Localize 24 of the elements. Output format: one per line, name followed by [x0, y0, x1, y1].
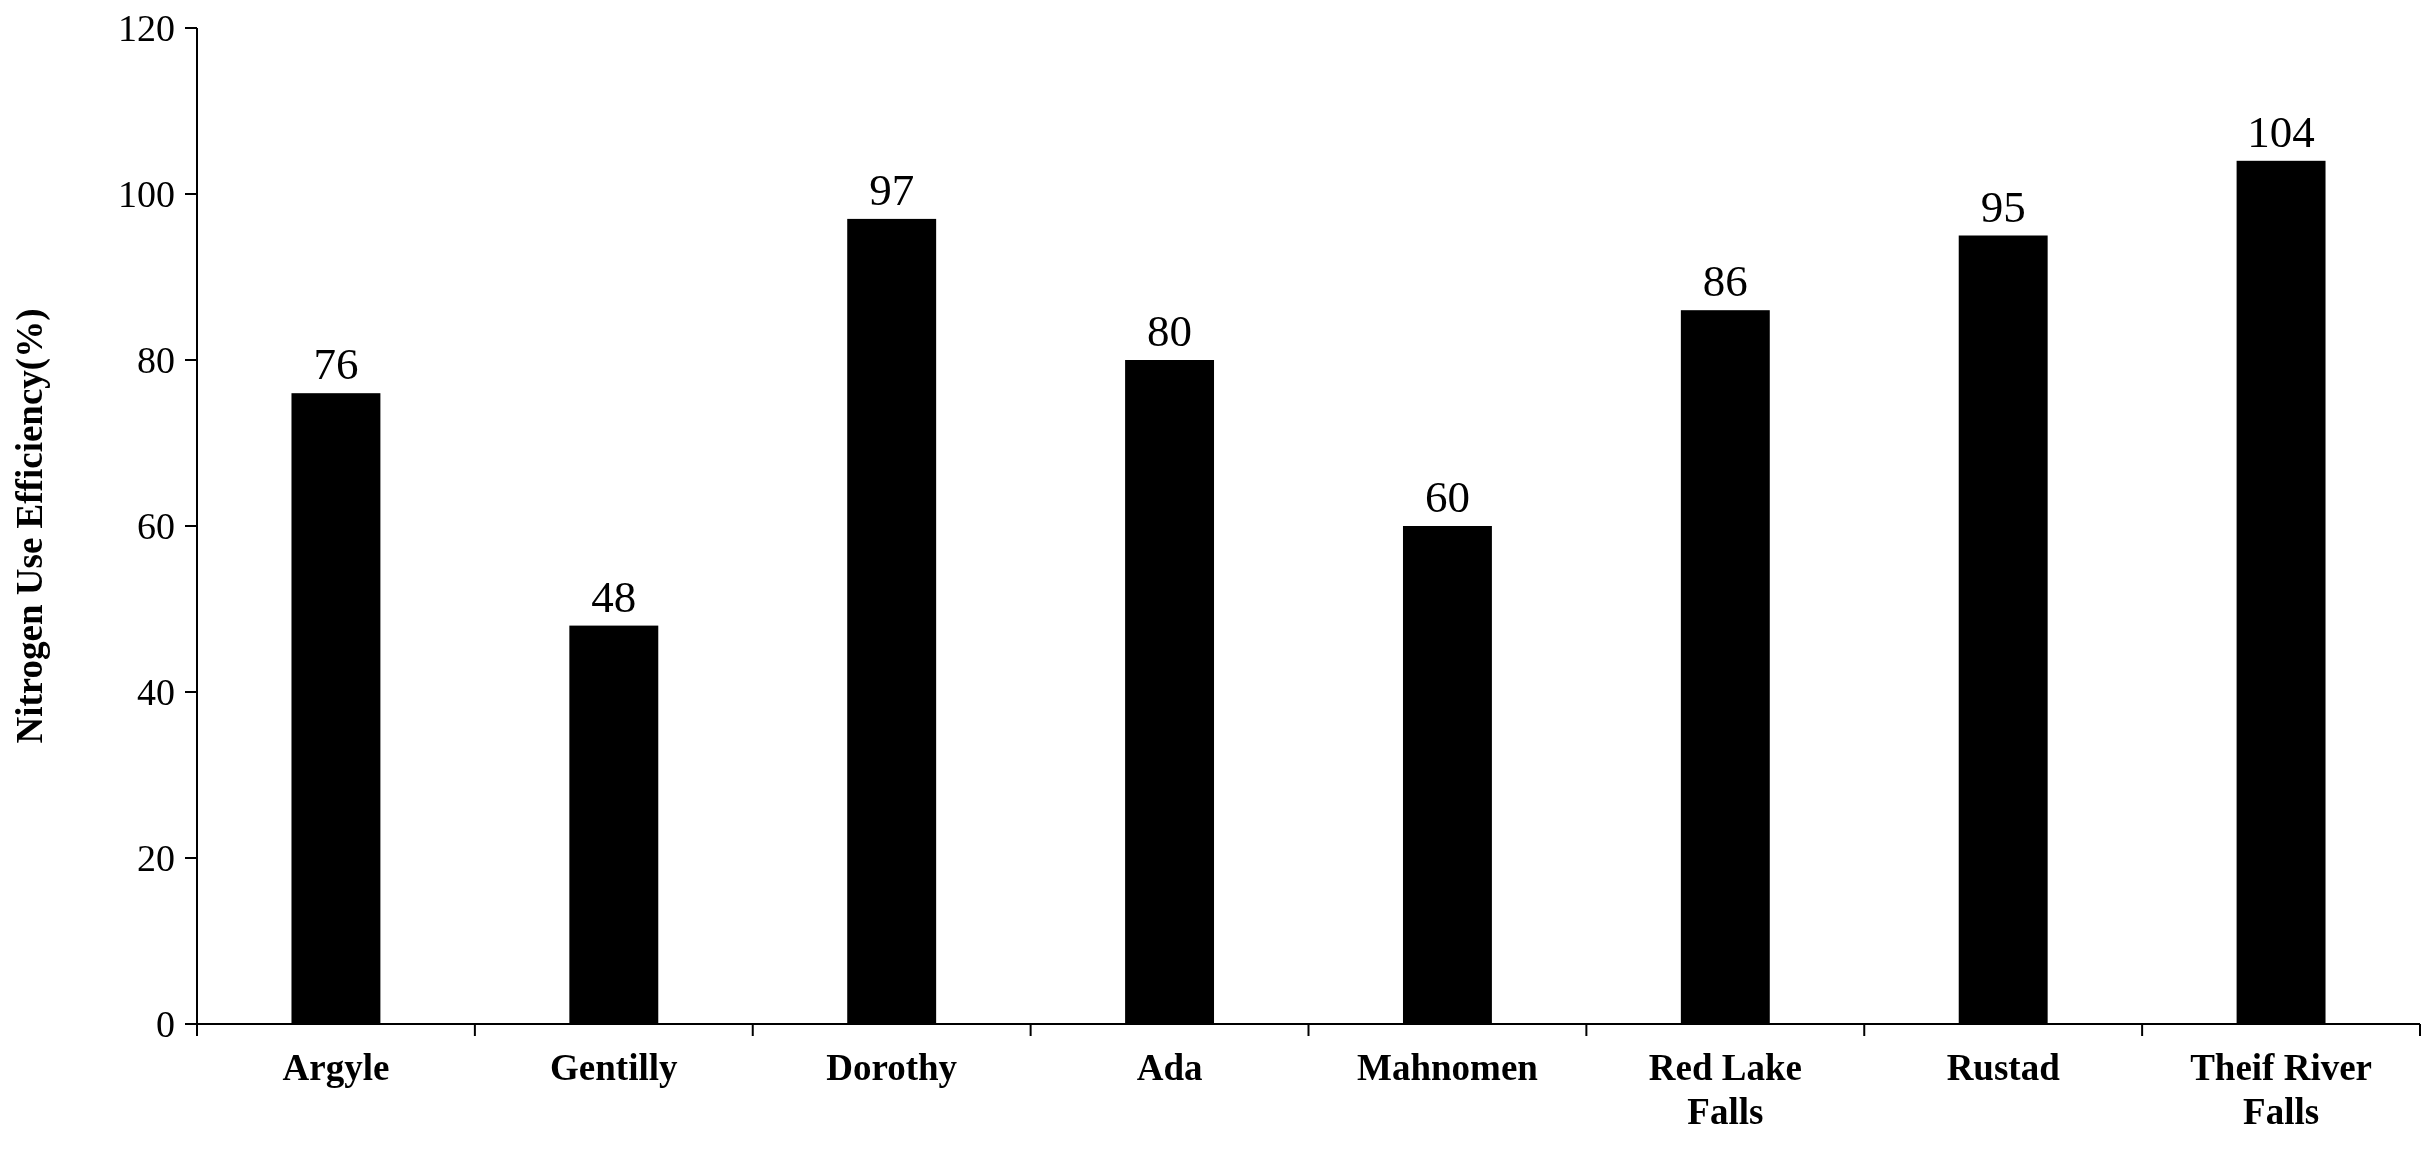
x-tick-label: Gentilly: [550, 1047, 679, 1088]
x-tick-label: Ada: [1136, 1047, 1203, 1088]
data-label: 104: [2247, 106, 2315, 157]
x-tick-label: Rustad: [1946, 1047, 2061, 1088]
y-tick-label: 120: [118, 7, 175, 50]
data-label: 48: [591, 571, 637, 622]
x-tick-label: Mahnomen: [1356, 1047, 1539, 1088]
x-tick-label: Red Lake Falls: [1648, 1047, 1802, 1132]
y-tick-label: 40: [137, 671, 175, 714]
data-label: 60: [1424, 472, 1470, 522]
y-tick-label: 20: [137, 837, 175, 880]
data-label: 97: [869, 164, 915, 215]
data-label: 95: [1980, 181, 2026, 232]
x-tick-label: Argyle: [282, 1047, 390, 1088]
y-tick-label: 100: [118, 173, 175, 216]
y-axis-title: Nitrogen Use Efficiency(%): [9, 308, 51, 744]
data-label: 80: [1147, 306, 1193, 356]
y-tick-label: 80: [137, 339, 175, 382]
y-tick-label: 60: [137, 505, 175, 548]
data-label: 76: [313, 339, 359, 390]
data-label: 86: [1702, 256, 1748, 307]
y-tick-label: 0: [156, 1003, 175, 1046]
x-tick-label: Theif River Falls: [2190, 1047, 2372, 1132]
x-tick-label: Dorothy: [826, 1047, 958, 1088]
